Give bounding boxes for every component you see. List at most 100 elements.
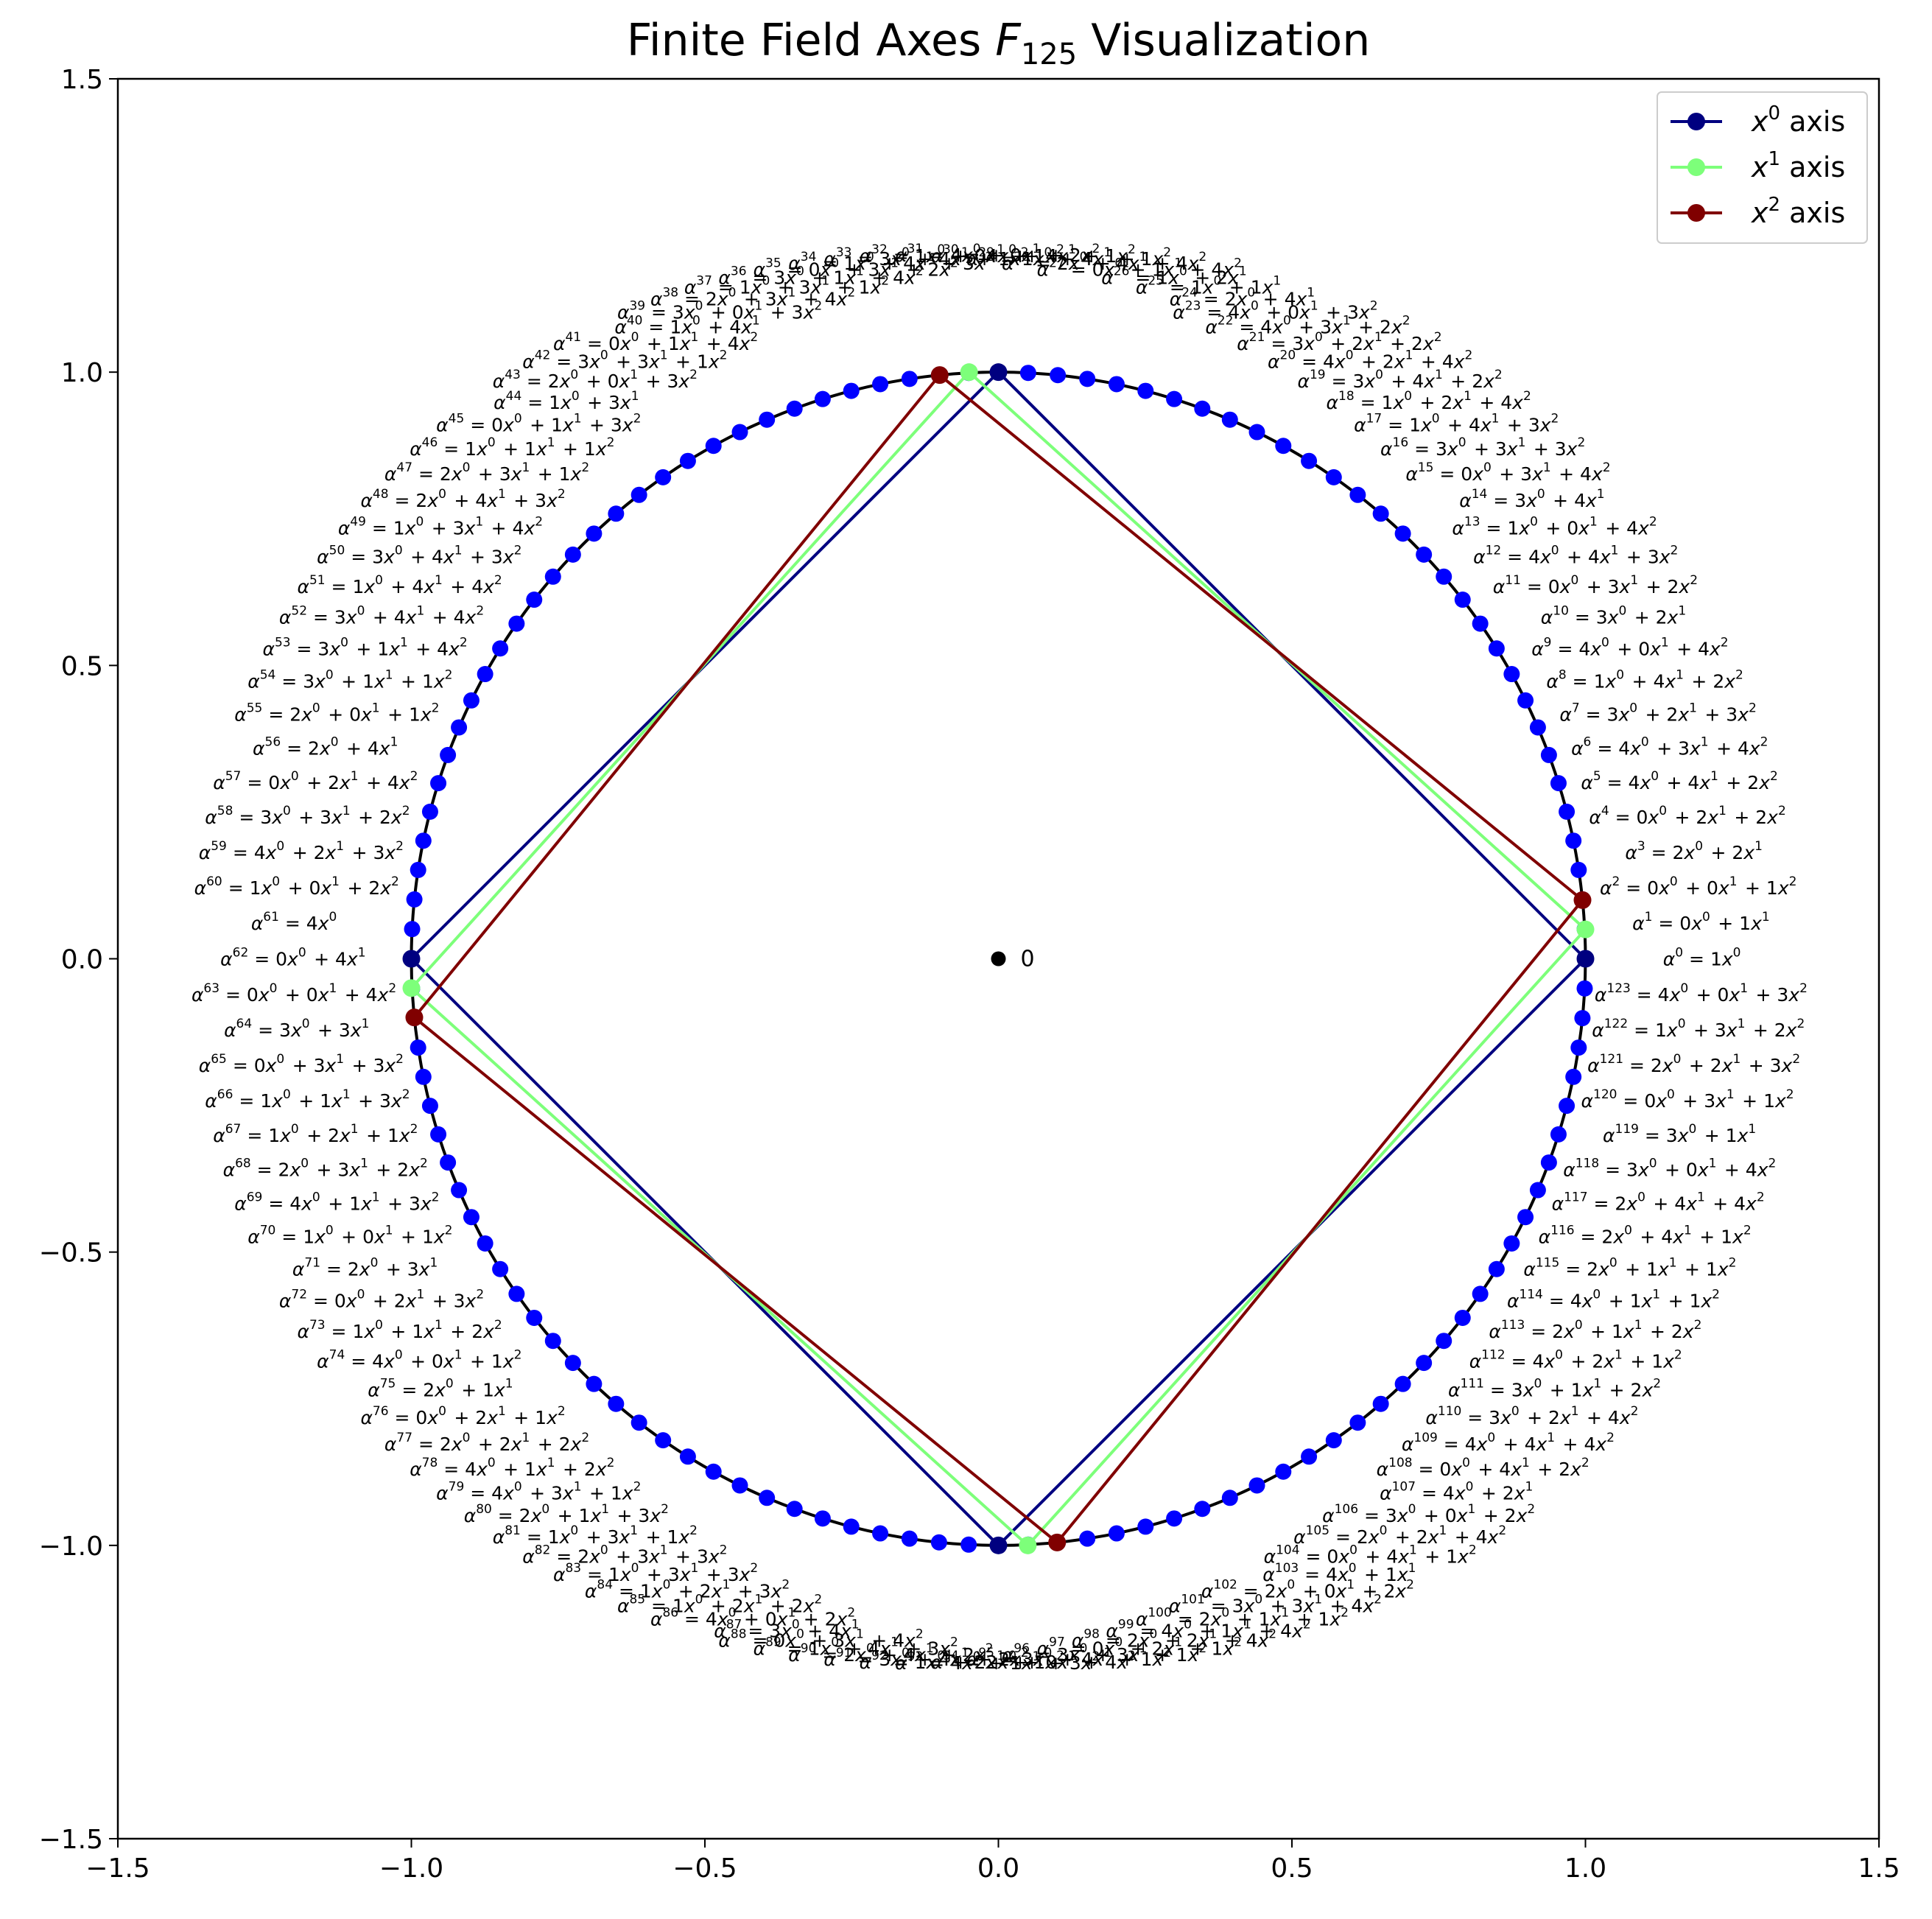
element-label: α114 = 4x0 + 1x1 + 1x2 <box>1507 1287 1722 1311</box>
element-label: α16 = 3x0 + 3x1 + 3x2 <box>1380 435 1587 460</box>
element-label: α93 = 4x0 + 1x1 + 3x2 <box>895 1649 1102 1674</box>
element-label: α96 = 3x0 + 3x1 + 1x2 <box>1002 1641 1209 1666</box>
element-point <box>477 1235 493 1252</box>
x-tick-label: −0.5 <box>672 1853 737 1884</box>
element-point <box>1503 666 1520 683</box>
element-label: α74 = 4x0 + 0x1 + 1x2 <box>317 1347 524 1372</box>
element-label: α24 = 2x0 + 4x1 <box>1170 285 1317 309</box>
element-point <box>1166 1510 1183 1527</box>
element-label: α0 = 1x0 <box>1663 946 1743 970</box>
element-label: α42 = 3x0 + 3x1 + 1x2 <box>522 348 729 373</box>
element-point <box>526 1309 543 1326</box>
element-point <box>406 891 423 908</box>
element-point <box>705 1463 722 1480</box>
element-label: α119 = 3x0 + 1x1 <box>1603 1122 1758 1146</box>
element-point <box>1166 390 1183 407</box>
element-label: α51 = 1x0 + 4x1 + 4x2 <box>297 573 504 597</box>
element-label: α97 = 0x0 + 2x1 + 1x2 <box>1037 1635 1244 1660</box>
axes: −1.5 −1.0 −0.5 0.0 0.5 1.0 1.5 1.5 1.0 0.5 0.0 −0.5… <box>39 65 1900 1884</box>
element-point <box>786 400 803 417</box>
series-point <box>989 1536 1008 1554</box>
element-point <box>960 1536 977 1553</box>
element-label: α108 = 0x0 + 4x1 + 2x2 <box>1377 1456 1592 1480</box>
series-point <box>960 363 978 382</box>
element-label: α85 = 1x0 + 2x1 + 2x2 <box>617 1593 824 1617</box>
x-tick-label: 1.0 <box>1564 1853 1606 1884</box>
element-point <box>759 411 776 428</box>
element-label: α86 = 4x0 + 0x1 + 2x2 <box>650 1606 857 1630</box>
element-point <box>1488 1260 1505 1277</box>
element-label: α45 = 0x0 + 1x1 + 3x2 <box>436 411 643 435</box>
element-point <box>1137 382 1154 399</box>
element-label: α31 = 4x0 + 0x1 + 2x2 <box>895 242 1102 266</box>
legend-marker <box>1687 204 1705 222</box>
y-tick-label: −1.0 <box>39 1532 103 1562</box>
element-point <box>1540 746 1557 763</box>
legend-label: x2 axis <box>1751 194 1845 229</box>
element-label: α34 = 1x0 + 4x1 + 3x2 <box>788 250 995 274</box>
element-point <box>1108 376 1125 393</box>
x-tick-label: 0.5 <box>1271 1853 1313 1884</box>
element-point <box>544 1333 561 1350</box>
element-label: α30 = 4x0 + 4x1 + 1x2 <box>931 242 1138 267</box>
element-label: α53 = 3x0 + 1x1 + 4x2 <box>262 636 469 660</box>
legend-label: x0 axis <box>1751 102 1845 138</box>
element-label: α1 = 0x0 + 1x1 <box>1632 910 1771 934</box>
series-point <box>405 1008 424 1027</box>
element-label: α75 = 2x0 + 1x1 <box>368 1376 515 1400</box>
element-label: α95 = 3x0 + 4x1 + 1x2 <box>966 1646 1173 1670</box>
element-point <box>630 486 647 503</box>
element-point <box>1529 1182 1546 1199</box>
element-label: α48 = 2x0 + 4x1 + 3x2 <box>360 487 567 511</box>
element-label: α100 = 2x0 + 1x1 + 1x2 <box>1136 1606 1351 1630</box>
element-point <box>901 371 918 387</box>
element-label: α9 = 4x0 + 0x1 + 4x2 <box>1531 636 1730 660</box>
element-point <box>1349 1414 1366 1431</box>
element-point <box>1472 615 1489 632</box>
series-point <box>402 979 421 997</box>
element-point <box>731 424 748 441</box>
element-label: α89 = 1x0 + 4x1 + 3x2 <box>754 1635 960 1660</box>
element-label: α68 = 2x0 + 3x1 + 2x2 <box>223 1157 430 1181</box>
element-point <box>544 568 561 585</box>
element-point <box>1194 1501 1211 1518</box>
element-point <box>463 1209 480 1226</box>
x-tick-label: 0.0 <box>977 1853 1019 1884</box>
element-label: α7 = 3x0 + 2x1 + 3x2 <box>1559 701 1758 726</box>
legend: x0 axis x1 axis x2 axis <box>1657 91 1868 244</box>
element-point <box>440 1154 457 1171</box>
element-point <box>1454 592 1471 608</box>
element-label: α44 = 1x0 + 3x1 <box>493 389 641 413</box>
element-point <box>1275 438 1292 455</box>
element-label: α49 = 1x0 + 3x1 + 4x2 <box>338 515 545 539</box>
element-point <box>463 692 480 709</box>
element-label: α43 = 2x0 + 0x1 + 3x2 <box>493 368 700 392</box>
element-point <box>1416 546 1433 563</box>
element-label: α103 = 4x0 + 1x1 <box>1262 1561 1418 1585</box>
legend-box <box>1657 91 1868 244</box>
element-label: α106 = 3x0 + 0x1 + 2x2 <box>1322 1502 1537 1526</box>
element-label: α65 = 0x0 + 3x1 + 3x2 <box>199 1052 406 1076</box>
element-label: α10 = 3x0 + 2x1 <box>1541 604 1688 628</box>
series-point <box>402 950 421 968</box>
element-point <box>508 1285 525 1302</box>
element-label: α105 = 2x0 + 2x1 + 4x2 <box>1293 1523 1508 1548</box>
element-point <box>1574 1010 1591 1027</box>
element-point <box>1079 1530 1096 1547</box>
element-label: α56 = 2x0 + 4x1 <box>253 734 400 759</box>
element-label: α66 = 1x0 + 1x1 + 3x2 <box>205 1087 412 1112</box>
element-label: α22 = 4x0 + 3x1 + 2x2 <box>1205 314 1412 338</box>
element-point <box>1301 452 1318 469</box>
element-label: α72 = 0x0 + 2x1 + 3x2 <box>279 1287 486 1311</box>
element-point <box>410 861 426 878</box>
element-point <box>1079 371 1096 387</box>
element-point <box>731 1477 748 1494</box>
element-label: α47 = 2x0 + 3x1 + 1x2 <box>384 460 591 485</box>
element-label: α39 = 3x0 + 0x1 + 3x2 <box>617 298 824 323</box>
element-point <box>1559 803 1576 820</box>
element-label: α8 = 1x0 + 4x1 + 2x2 <box>1546 668 1745 692</box>
element-point <box>930 1534 947 1551</box>
series-point <box>930 366 949 385</box>
element-label: α110 = 3x0 + 2x1 + 4x2 <box>1425 1404 1640 1428</box>
